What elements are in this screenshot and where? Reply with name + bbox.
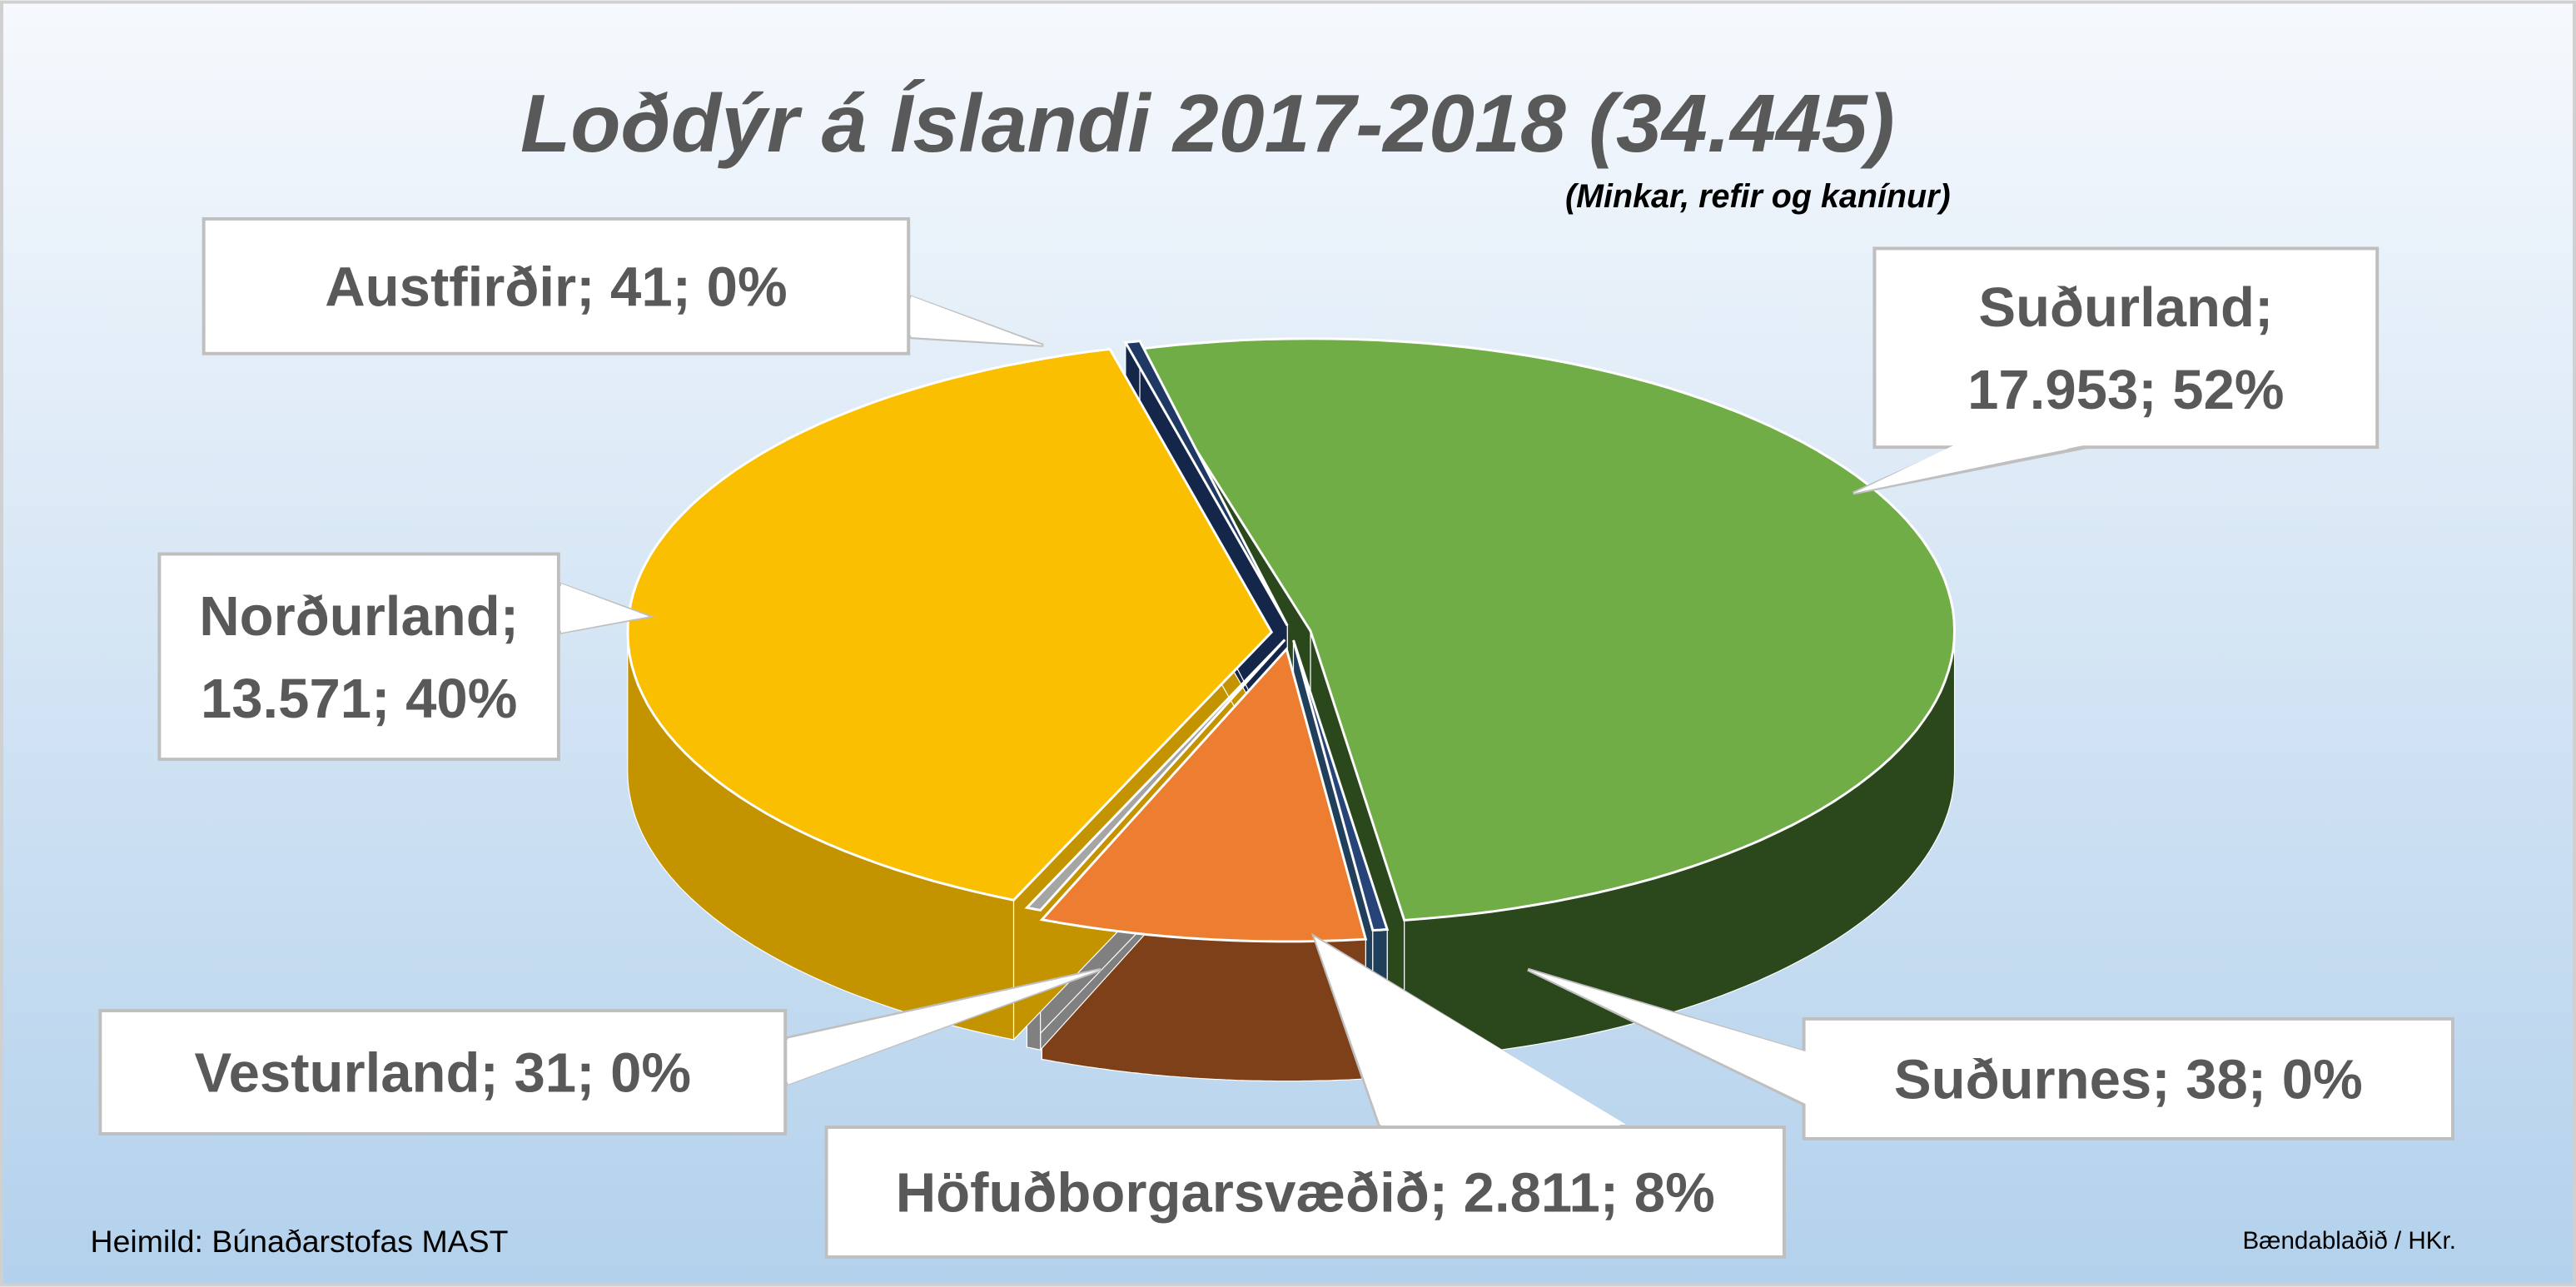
chart-subtitle: (Minkar, refir og kanínur)	[1565, 178, 1951, 215]
callout-pointer-fill	[1528, 969, 1807, 1105]
slice-vesturland	[1024, 639, 1286, 912]
callout-box	[157, 552, 560, 762]
data-labels: Suðurland; 17.953; 52% Suðurnes; 38; 0% Höf…	[98, 216, 2454, 1259]
data-label-text: Vesturland; 31; 0%	[195, 1042, 691, 1105]
data-label-austfirðir: Austfirðir; 41; 0%	[201, 216, 1044, 355]
data-label-norðurland: Norðurland; 13.571; 40%	[157, 552, 655, 762]
data-label-text: Austfirðir; 41; 0%	[325, 256, 787, 319]
data-label-suðurland: Suðurland; 17.953; 52%	[1852, 246, 2380, 495]
callout-box	[98, 1009, 788, 1135]
data-label-text: Suðurnes; 38; 0%	[1894, 1049, 2363, 1111]
callout-box	[1802, 1016, 2454, 1140]
callout-box	[201, 216, 911, 355]
data-label-suðurnes: Suðurnes; 38; 0%	[1527, 967, 2454, 1140]
chart-title: Loðdýr á Íslandi 2017-2018 (34.445)	[520, 77, 1895, 169]
data-label-text: Höfuðborgarsvæðið; 2.811; 8%	[896, 1162, 1715, 1225]
data-label-text: 13.571; 40%	[201, 668, 517, 730]
data-label-höfuðborgarsvæðið: Höfuðborgarsvæðið; 2.811; 8%	[824, 932, 1786, 1259]
data-label-vesturland: Vesturland; 31; 0%	[98, 967, 1102, 1135]
slice-suðurnes	[1292, 639, 1390, 932]
slice-höfuðborgarsvæðið	[1039, 646, 1368, 943]
callout-pointer-fill	[911, 296, 1043, 345]
callout-pointer-fill	[560, 583, 649, 634]
callout-box	[824, 1126, 1786, 1259]
data-label-text: 17.953; 52%	[1967, 359, 2284, 421]
source-note: Heimild: Búnaðarstofas MAST	[91, 1224, 509, 1259]
slice-austfirðir	[1123, 339, 1289, 627]
data-label-text: Norðurland;	[199, 585, 519, 648]
credit-note: Bændablaðið / HKr.	[2242, 1227, 2456, 1255]
data-label-text: Suðurland;	[1978, 276, 2273, 339]
slice-suðurland	[1131, 337, 1957, 922]
pie-slices	[626, 337, 1957, 943]
callout-box	[1872, 246, 2380, 450]
callout-pointer-fill	[1852, 445, 2086, 494]
